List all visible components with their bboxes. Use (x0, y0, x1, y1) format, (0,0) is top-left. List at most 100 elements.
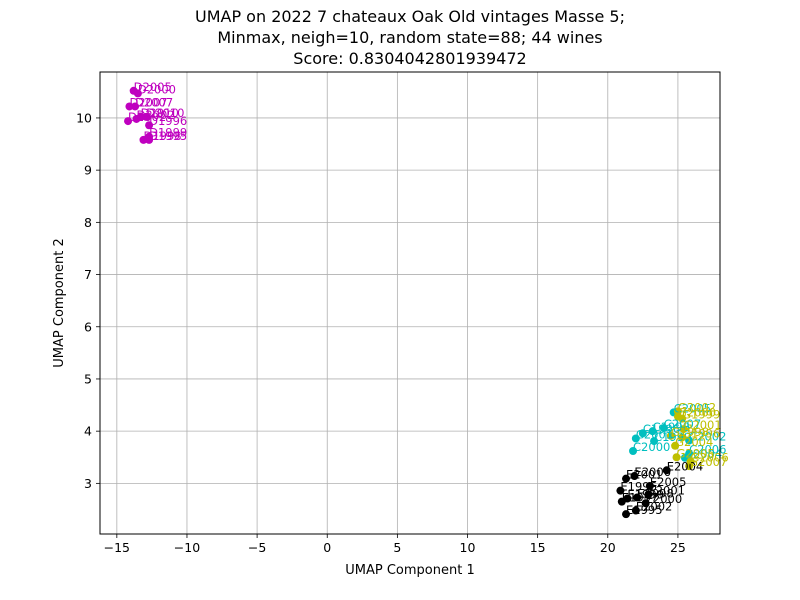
point-label: G1998 (671, 425, 709, 439)
point-label: C2000 (633, 440, 670, 454)
y-axis-ticks: 3 4 5 6 7 8 9 10 (76, 110, 100, 491)
point-label: E1996 (620, 480, 657, 494)
point-label: G2000 (678, 406, 716, 420)
data-point (645, 481, 654, 490)
point-label: C2007 (664, 417, 701, 431)
point-label: G2006 (691, 450, 729, 464)
x-tick-label: 5 (393, 540, 401, 555)
point-label: E2001 (626, 468, 663, 482)
x-tick-label: −15 (104, 540, 130, 555)
point-label: G2002 (678, 400, 716, 414)
data-point (659, 424, 668, 433)
data-point (629, 446, 638, 455)
point-label: G2005 (677, 446, 715, 460)
point-label: D2005 (134, 80, 172, 94)
x-tick-label: 25 (670, 540, 686, 555)
point-label: G1996 (682, 426, 720, 440)
data-point (145, 135, 154, 144)
point-label: C2005 (674, 401, 711, 415)
data-point (139, 135, 148, 144)
data-point (638, 429, 647, 438)
data-point (622, 510, 631, 519)
y-tick-label: 6 (84, 319, 92, 334)
point-label: G2004 (675, 435, 713, 449)
y-tick-label: 8 (84, 215, 92, 230)
data-point (142, 112, 151, 121)
grid-lines (100, 72, 720, 534)
point-label: D2002 (136, 108, 174, 122)
data-point (622, 474, 631, 483)
x-axis-ticks: −15 −10 −5 0 5 10 15 20 25 (104, 534, 686, 555)
point-label: D2007 (129, 95, 167, 109)
data-point (124, 117, 133, 126)
point-label: E2005 (650, 475, 687, 489)
point-label: D2002 (128, 110, 166, 124)
point-label: E2006 (634, 465, 671, 479)
point-label: D1999 (149, 126, 187, 140)
data-point (631, 434, 640, 443)
data-point (679, 425, 688, 434)
point-label: G2007 (689, 455, 727, 469)
point-label: E1997 (622, 491, 659, 505)
data-point (662, 466, 671, 475)
data-point (666, 431, 675, 440)
x-tick-label: −5 (248, 540, 266, 555)
data-point (131, 102, 140, 111)
data-point (671, 441, 680, 450)
data-point (633, 493, 642, 502)
point-label: C1999 (654, 430, 691, 444)
x-tick-label: 20 (600, 540, 616, 555)
data-point (686, 457, 695, 466)
chart-title-line-1: UMAP on 2022 7 chateaux Oak Old vintages… (195, 7, 625, 26)
point-label: E1995 (626, 503, 663, 517)
data-point (125, 102, 134, 111)
data-point (617, 497, 626, 506)
y-tick-label: 7 (84, 267, 92, 282)
point-label: E2000 (646, 492, 683, 506)
x-tick-label: 0 (323, 540, 331, 555)
y-tick-label: 9 (84, 163, 92, 178)
point-label: D2010 (141, 106, 179, 120)
data-point (673, 412, 682, 421)
y-tick-label: 5 (84, 371, 92, 386)
chart-score-line: Score: 0.8304042801939472 (293, 49, 526, 68)
point-label: D2000 (138, 82, 176, 96)
point-label: E2004 (667, 459, 704, 473)
data-point (650, 437, 659, 446)
data-point (685, 436, 694, 445)
point-label: D1996 (149, 114, 187, 128)
point-label: D2007 (135, 95, 173, 109)
data-point (145, 121, 154, 130)
point-label: G2001 (684, 418, 722, 432)
x-axis-label: UMAP Component 1 (345, 563, 474, 578)
point-label: C1998 (653, 420, 690, 434)
point-label: C2001 (636, 427, 673, 441)
data-point (616, 486, 625, 495)
point-labels: D2005D2000D2007D2007D2010D2010D2002D2002… (128, 80, 729, 517)
point-label: C2006 (689, 443, 726, 457)
point-label: G1999 (682, 408, 720, 422)
point-label: E2002 (636, 500, 673, 514)
chart-title-line-2: Minmax, neigh=10, random state=88; 44 wi… (217, 28, 602, 47)
y-tick-label: 10 (76, 110, 92, 125)
data-points (124, 86, 695, 519)
data-point (132, 114, 141, 123)
plot-frame (99, 71, 721, 535)
data-point (648, 427, 657, 436)
data-point (644, 490, 653, 499)
data-point (133, 89, 142, 98)
y-axis-label: UMAP Component 2 (52, 238, 67, 367)
point-label: D1998 (143, 129, 181, 143)
point-label: D1995 (149, 129, 187, 143)
point-label: C2002 (689, 430, 726, 444)
point-label: E1999 (627, 488, 664, 502)
point-label: C2004 (685, 447, 722, 461)
data-point (672, 453, 681, 462)
point-label: D2010 (146, 106, 184, 120)
x-tick-label: −10 (174, 540, 200, 555)
y-tick-label: 4 (84, 424, 92, 439)
x-tick-label: 10 (460, 540, 476, 555)
y-tick-label: 3 (84, 476, 92, 491)
x-tick-label: 15 (530, 540, 546, 555)
